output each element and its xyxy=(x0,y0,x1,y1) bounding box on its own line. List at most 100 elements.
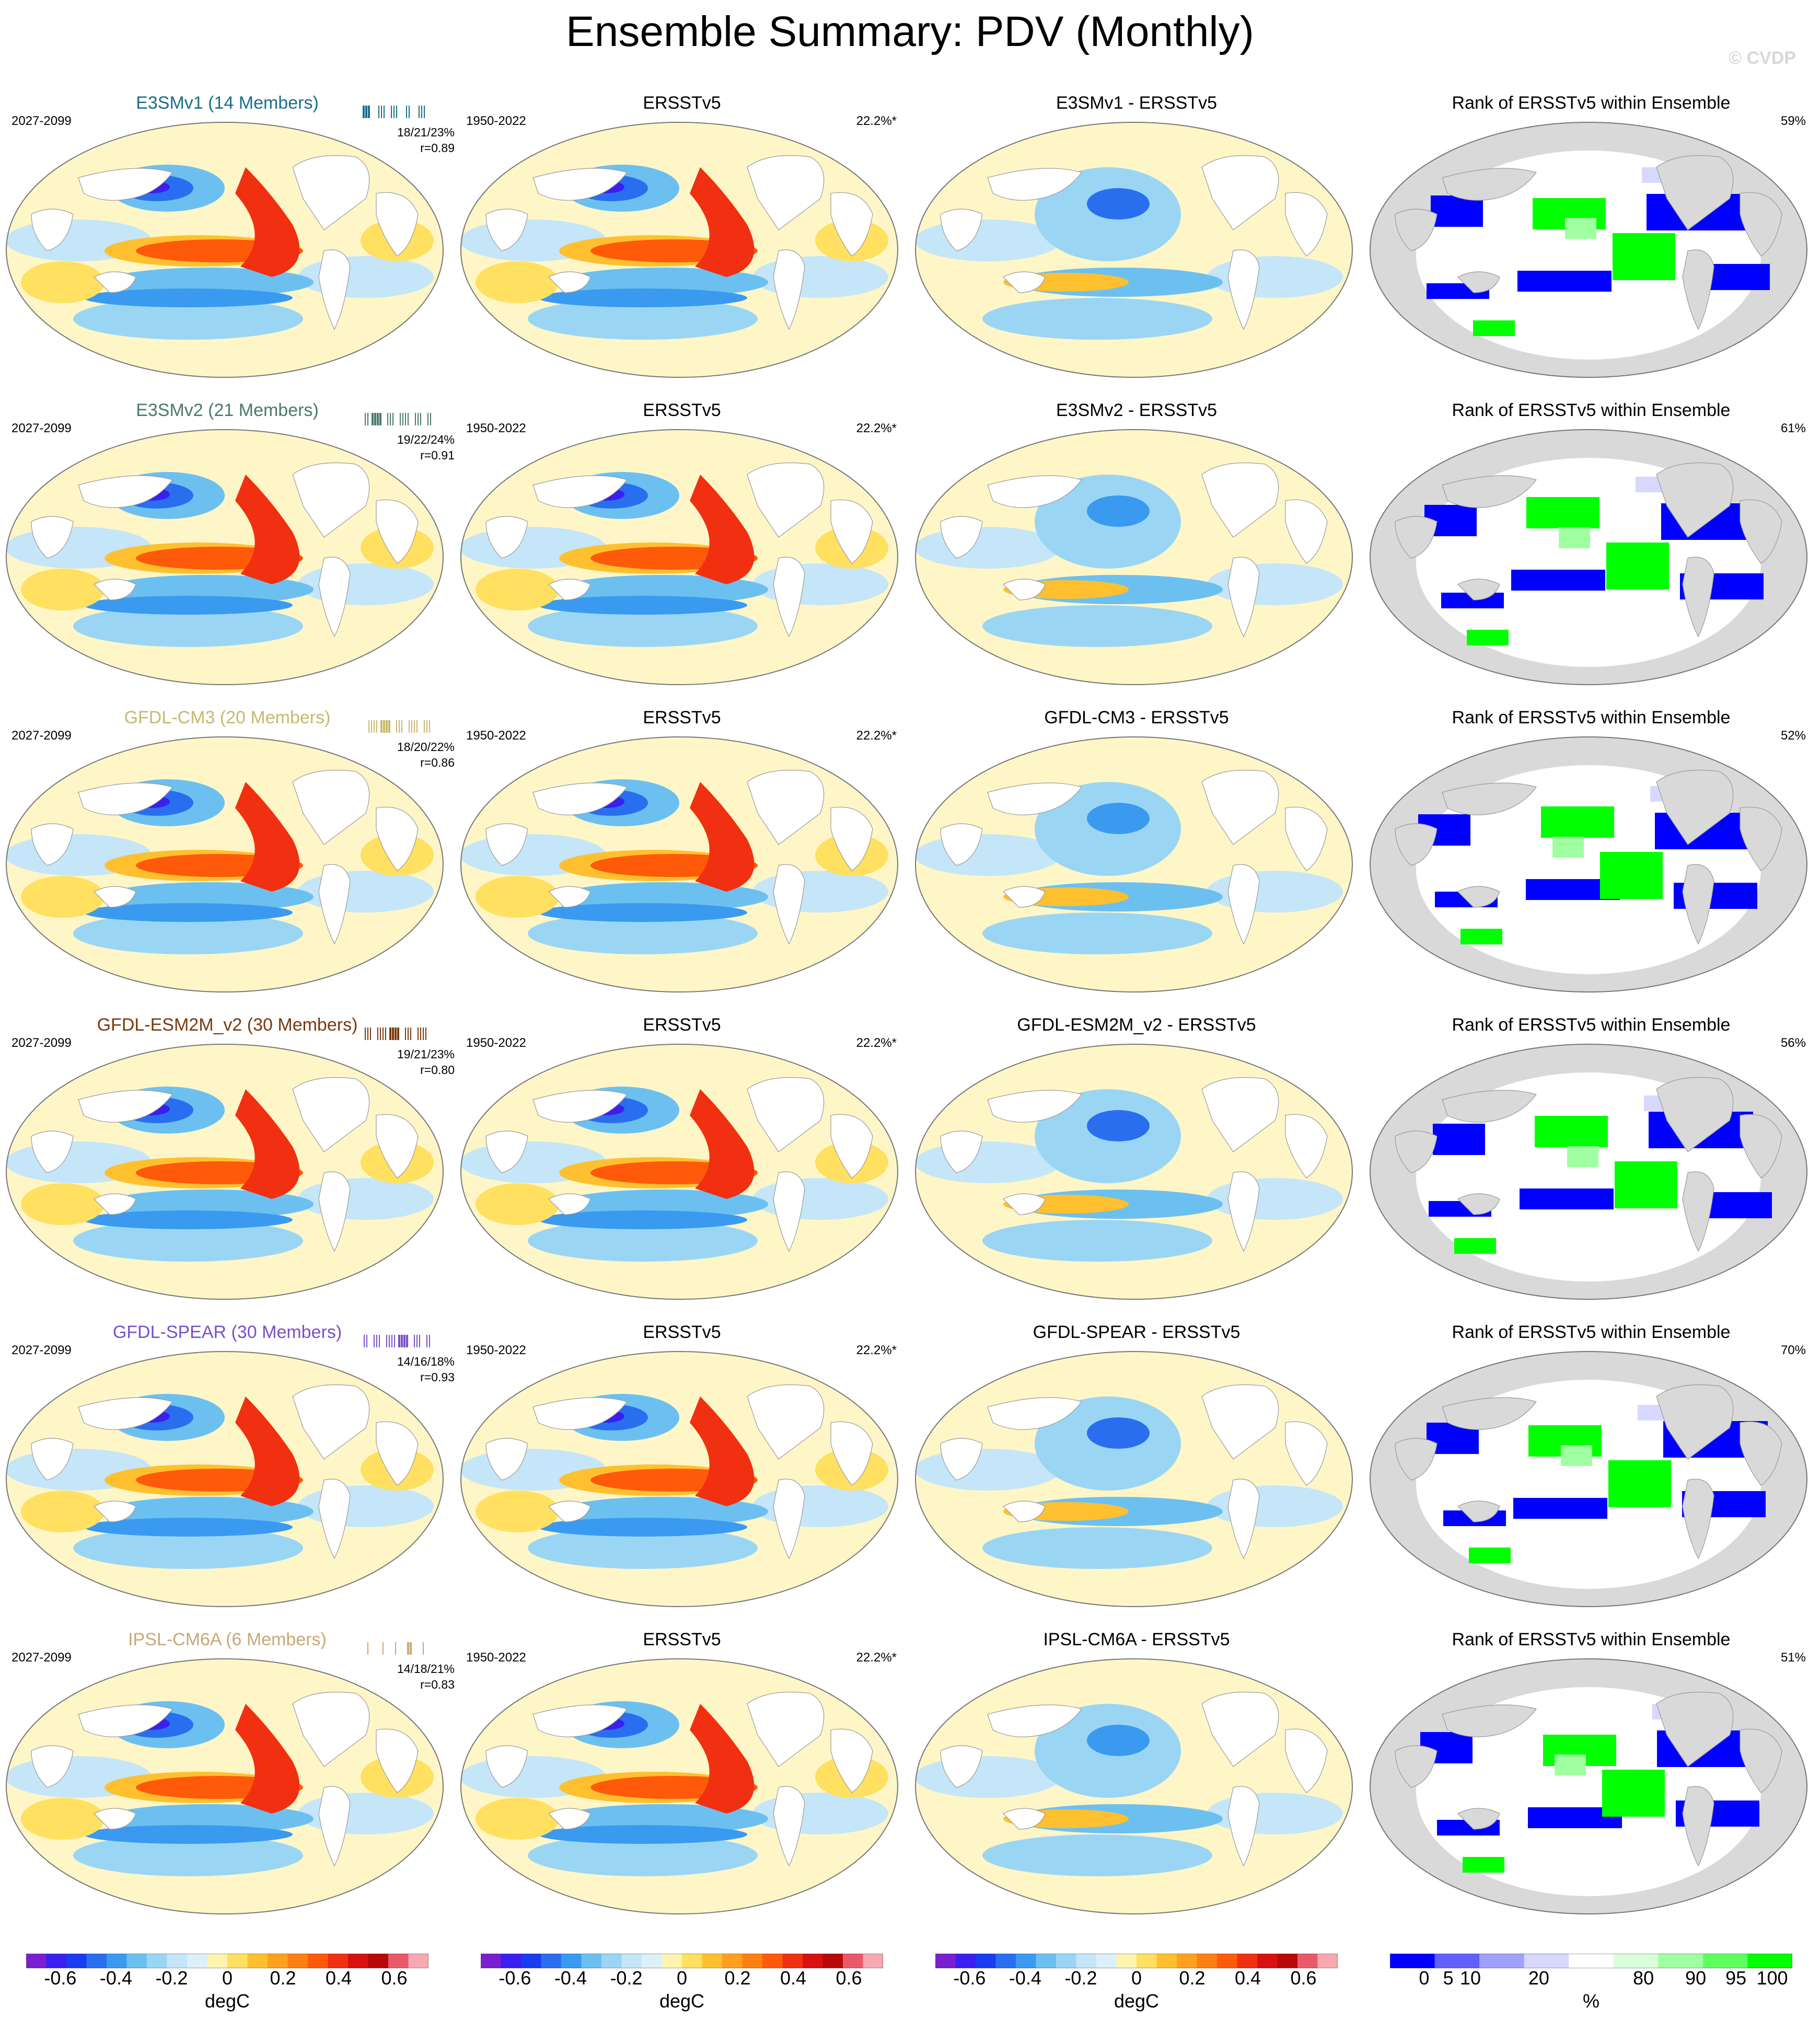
model-title: GFDL-CM3 (20 Members) xyxy=(124,708,331,728)
model-pattern-panel: GFDL-ESM2M_v2 (30 Members) 2027-2099 19/21… xyxy=(0,1011,455,1318)
continent-outline xyxy=(1682,557,1714,638)
robinson-map xyxy=(1370,1044,1807,1300)
continent-outline xyxy=(318,864,351,945)
colorbar-swatch xyxy=(268,1954,288,1968)
obs-variance-pct: 22.2%* xyxy=(856,1650,897,1665)
colorbar-swatch xyxy=(1702,1954,1748,1968)
model-title: IPSL-CM6A (6 Members) xyxy=(128,1630,327,1649)
colorbar-swatch xyxy=(1137,1954,1157,1968)
continent-outline xyxy=(773,1786,805,1867)
map-border xyxy=(6,429,444,685)
map-border xyxy=(915,736,1353,992)
continent-outline xyxy=(532,1090,628,1123)
colorbar-swatches xyxy=(480,1953,884,1969)
pattern-correlation: r=0.83 xyxy=(420,1678,455,1691)
obs-variance-pct: 22.2%* xyxy=(856,1036,897,1050)
obs-title: ERSSTv5 xyxy=(643,400,721,420)
colorbar: -0.6 -0.4 -0.2 0 0.2 0.4 0.6 degC xyxy=(480,1953,884,2016)
colorbar-label: -0.2 xyxy=(610,1967,643,1989)
colorbar-label: -0.4 xyxy=(1008,1967,1041,1989)
colorbar-swatch xyxy=(995,1954,1016,1968)
continent-outline xyxy=(747,462,825,538)
colorbar-swatch xyxy=(1197,1954,1218,1968)
colorbar-swatch xyxy=(742,1954,763,1968)
model-stats: 18/20/22% r=0.86 xyxy=(381,739,455,770)
obs-variance-pct: 22.2%* xyxy=(856,114,897,128)
colorbar-label: 100 xyxy=(1756,1967,1788,1989)
rank-region xyxy=(1517,271,1612,292)
map-border xyxy=(1370,1044,1807,1300)
continent-outline xyxy=(485,1130,528,1173)
colorbar-swatch xyxy=(1096,1954,1117,1968)
member-ticks xyxy=(364,1335,430,1347)
obs-title: ERSSTv5 xyxy=(643,93,721,113)
colorbar-swatch xyxy=(207,1954,228,1968)
rank-pct: 70% xyxy=(1780,1343,1806,1357)
difference-title: GFDL-ESM2M_v2 - ERSSTv5 xyxy=(1017,1015,1256,1035)
obs-pattern-panel: ERSSTv5 1950-2022 22.2%* xyxy=(455,703,909,1010)
continent-outline xyxy=(1656,1691,1734,1767)
continent-outline xyxy=(1656,1384,1734,1460)
colorbar-swatch xyxy=(1524,1954,1569,1968)
colorbar-swatch xyxy=(782,1954,803,1968)
rank-region xyxy=(1433,1124,1485,1155)
continent-outline xyxy=(292,155,370,230)
rank-title: Rank of ERSSTv5 within Ensemble xyxy=(1452,708,1731,728)
continent-outline xyxy=(1656,1077,1734,1152)
rank-region xyxy=(1526,497,1599,528)
colorbar-swatch xyxy=(107,1954,127,1968)
continent-outline xyxy=(292,462,370,538)
colorbar-label: 0.4 xyxy=(1235,1967,1261,1989)
colorbar-swatch xyxy=(955,1954,976,1968)
continent-outline xyxy=(830,499,873,564)
map-border xyxy=(1370,1658,1807,1914)
continent-outline xyxy=(31,1130,74,1173)
robinson-map xyxy=(915,1658,1353,1914)
continent-outline xyxy=(1442,1090,1537,1123)
colorbar-swatch xyxy=(762,1954,783,1968)
map-border xyxy=(460,429,898,685)
map-border xyxy=(915,122,1353,378)
continent-outline xyxy=(1442,1397,1537,1430)
continent-outline xyxy=(940,1438,983,1481)
map-border xyxy=(915,1351,1353,1607)
continent-outline xyxy=(485,1438,528,1481)
continent-outline xyxy=(376,1421,419,1486)
colorbar-swatch xyxy=(46,1954,67,1968)
rank-title: Rank of ERSSTv5 within Ensemble xyxy=(1452,400,1731,420)
continent-outline xyxy=(78,782,173,815)
continent-outline xyxy=(93,1500,136,1522)
pattern-correlation: r=0.86 xyxy=(420,756,455,769)
variance-stats: 14/18/21% xyxy=(397,1662,455,1676)
continent-outline xyxy=(78,1704,173,1737)
continent-outline xyxy=(747,1691,825,1767)
continent-outline xyxy=(1285,1114,1328,1179)
continent-outline xyxy=(1656,155,1734,230)
robinson-map xyxy=(460,1351,898,1607)
continent-outline xyxy=(548,1193,591,1215)
continent-outline xyxy=(1285,1421,1328,1486)
ensemble-row: GFDL-ESM2M_v2 (30 Members) 2027-2099 19/21… xyxy=(0,1011,1820,1318)
colorbar-labels: -0.6 -0.4 -0.2 0 0.2 0.4 0.6 xyxy=(481,1967,883,1989)
continent-outline xyxy=(1201,1077,1279,1152)
continent-outline xyxy=(987,782,1083,815)
colorbar-swatch xyxy=(1116,1954,1137,1968)
colorbar: 0 5 10 20 80 90 95 100% xyxy=(1389,1953,1793,2016)
continent-outline xyxy=(318,1786,351,1867)
rank-title: Rank of ERSSTv5 within Ensemble xyxy=(1452,93,1731,113)
colorbar-swatch xyxy=(348,1954,368,1968)
map-border xyxy=(460,122,898,378)
continent-outline xyxy=(1002,1193,1046,1215)
obs-title: ERSSTv5 xyxy=(643,708,721,728)
colorbar-swatch xyxy=(561,1954,582,1968)
obs-title: ERSSTv5 xyxy=(643,1630,721,1649)
continent-outline xyxy=(532,782,628,815)
continent-outline xyxy=(773,864,805,945)
continent-outline xyxy=(1002,1500,1046,1522)
continent-outline xyxy=(1227,1786,1260,1867)
colorbar-label: -0.6 xyxy=(953,1967,986,1989)
difference-panel: IPSL-CM6A - ERSSTv5 xyxy=(909,1625,1364,1932)
colorbar-swatch xyxy=(66,1954,87,1968)
colorbar: -0.6 -0.4 -0.2 0 0.2 0.4 0.6 degC xyxy=(26,1953,429,2016)
rank-region xyxy=(1541,806,1614,838)
